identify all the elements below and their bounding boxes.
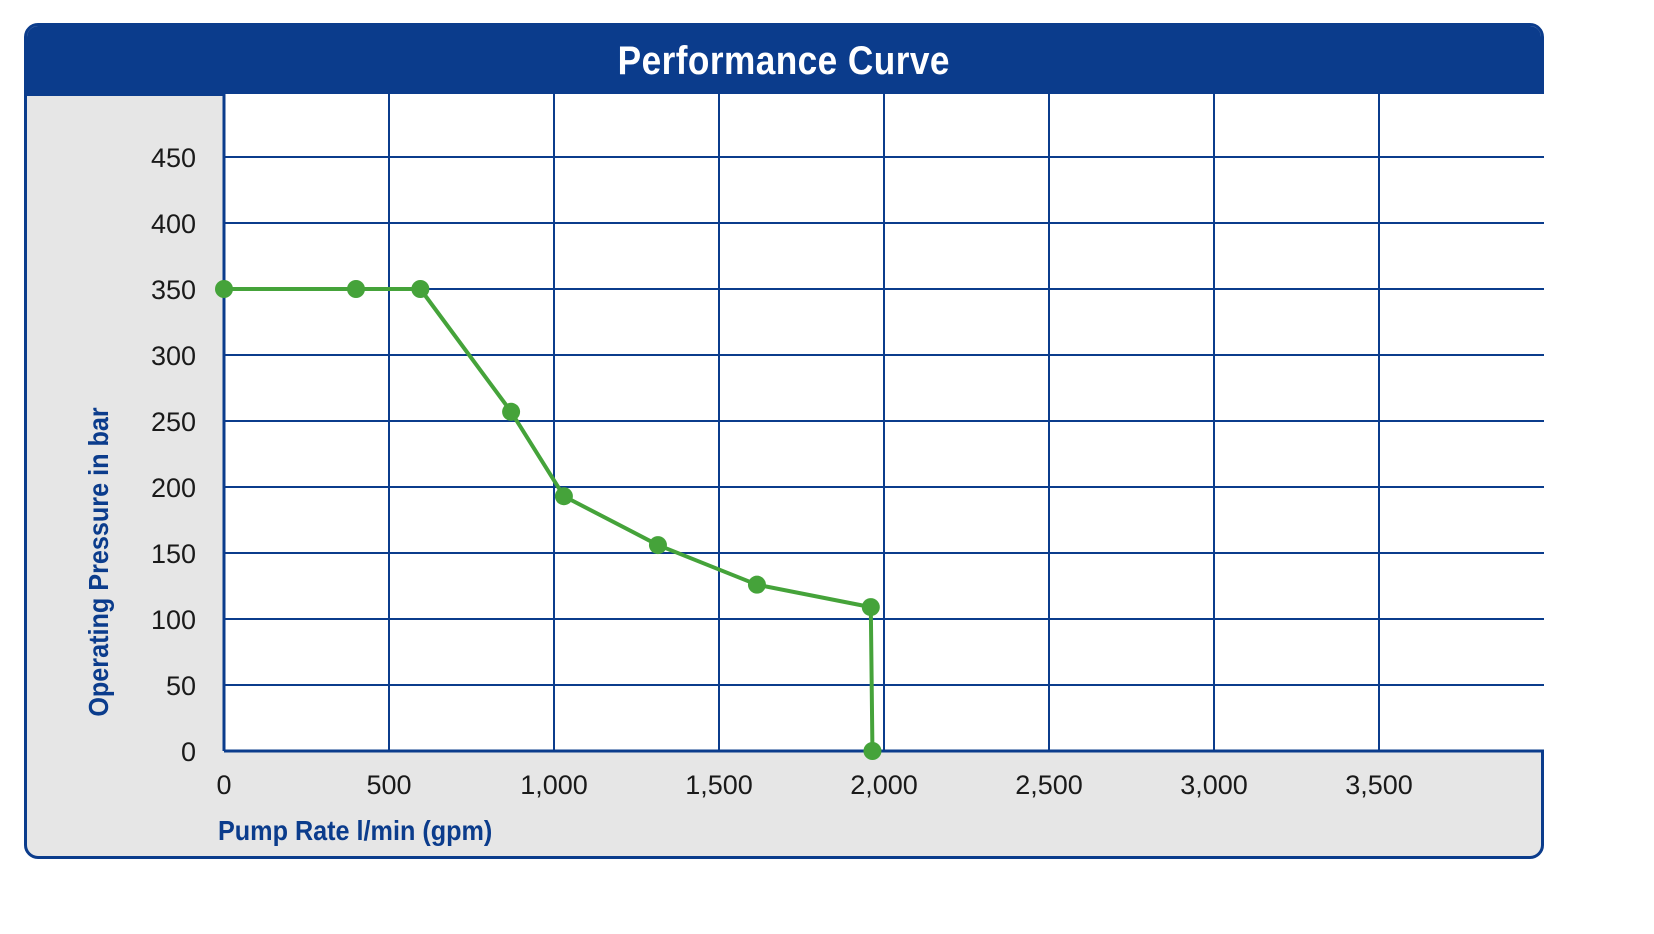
x-tick-label: 500 [366,770,411,800]
y-tick-label: 350 [151,275,196,305]
y-tick-label: 150 [151,539,196,569]
vertical-gridlines [222,94,1380,751]
x-tick-label: 1,000 [520,770,588,800]
data-point [554,487,573,506]
horizontal-gridlines [224,156,1544,753]
y-tick-label: 400 [151,209,196,239]
y-tick-label: 250 [151,407,196,437]
y-axis-title: Operating Pressure in bar [83,407,115,716]
x-tick-labels: 0 500 1,000 1,500 2,000 2,500 3,000 3,500 [216,770,1412,800]
x-tick-label: 2,000 [850,770,918,800]
data-point [861,598,880,617]
y-tick-label: 450 [151,143,196,173]
data-point [215,280,233,298]
y-tick-labels: 0 50 100 150 200 250 300 350 400 450 [151,143,196,767]
y-tick-label: 50 [166,671,196,701]
data-point [502,402,521,421]
data-point [411,280,430,298]
x-tick-label: 0 [216,770,231,800]
y-tick-label: 200 [151,473,196,503]
series-layer [215,280,882,760]
y-tick-label: 300 [151,341,196,371]
x-axis-title: Pump Rate l/min (gpm) [218,815,492,847]
y-tick-label: 100 [151,605,196,635]
data-point [648,536,667,555]
x-tick-label: 2,500 [1015,770,1083,800]
y-tick-label: 0 [181,737,196,767]
data-point [863,742,882,760]
data-point [347,280,365,298]
x-tick-label: 3,500 [1345,770,1413,800]
data-point [747,575,766,594]
chart-title: Performance Curve [617,38,951,83]
title-bar: Performance Curve [27,26,1541,96]
x-tick-label: 3,000 [1180,770,1248,800]
x-tick-label: 1,500 [685,770,753,800]
